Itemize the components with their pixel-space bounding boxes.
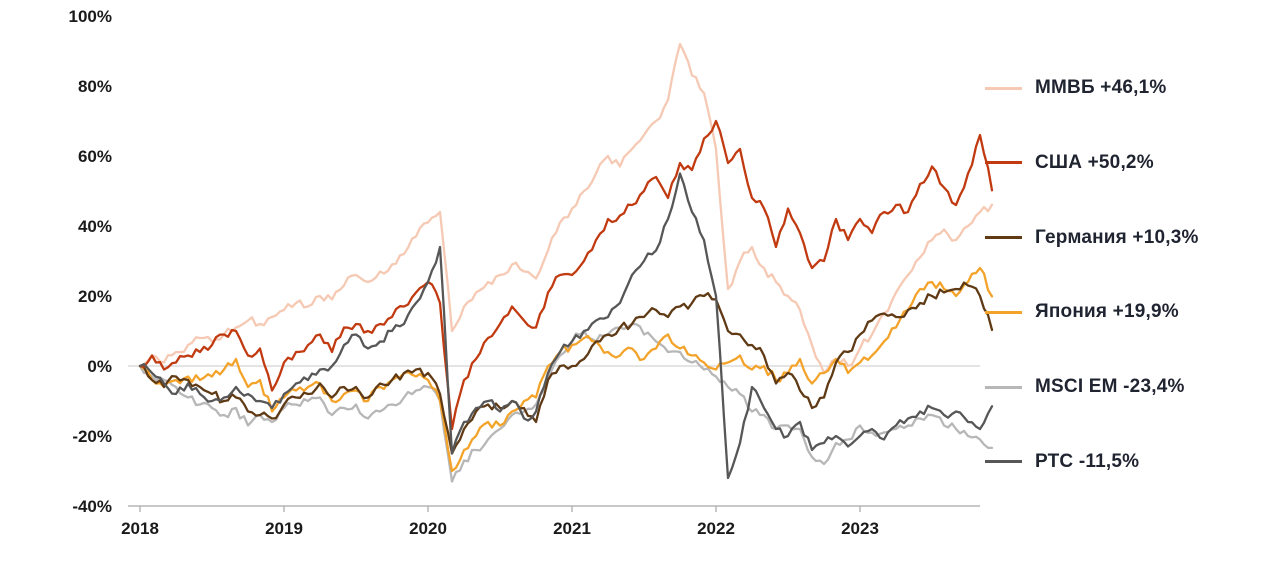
legend-item-6: РТС -11,5% <box>985 450 1199 474</box>
y-tick-label: 20% <box>78 287 112 306</box>
y-tick-label: 40% <box>78 217 112 236</box>
x-tick-label: 2022 <box>697 519 735 538</box>
y-tick-label: 100% <box>69 7 112 26</box>
y-tick-label: 80% <box>78 77 112 96</box>
legend: ММВБ +46,1% США +50,2% Германия +10,3% Япон… <box>985 76 1199 474</box>
legend-label: Германия +10,3% <box>1035 226 1199 248</box>
x-tick-label: 2020 <box>409 519 447 538</box>
legend-label: Япония +19,9% <box>1035 301 1179 323</box>
series-line-6 <box>138 172 994 480</box>
legend-swatch <box>985 86 1022 90</box>
series-line-1 <box>138 42 994 375</box>
legend-label: ММВБ +46,1% <box>1035 77 1167 98</box>
legend-item-5: MSCI EM -23,4% <box>985 375 1199 399</box>
legend-label: США +50,2% <box>1035 151 1154 173</box>
x-tick-label: 2018 <box>121 519 159 538</box>
series-line-4 <box>138 266 994 473</box>
legend-swatch <box>985 460 1022 464</box>
series-line-3 <box>138 281 994 455</box>
y-tick-label: 60% <box>78 147 112 166</box>
legend-swatch <box>985 161 1022 165</box>
y-tick-label: 0% <box>87 357 112 376</box>
legend-item-2: США +50,2% <box>985 151 1199 175</box>
legend-swatch <box>985 385 1022 389</box>
x-tick-label: 2021 <box>553 519 591 538</box>
legend-item-1: ММВБ +46,1% <box>985 76 1199 100</box>
y-tick-label: -20% <box>72 427 112 446</box>
legend-item-3: Германия +10,3% <box>985 226 1199 250</box>
legend-label: MSCI EM -23,4% <box>1035 376 1185 398</box>
series-line-2 <box>138 119 994 431</box>
legend-item-4: Япония +19,9% <box>985 300 1199 324</box>
legend-swatch <box>985 310 1022 314</box>
legend-label: РТС -11,5% <box>1035 450 1140 472</box>
legend-swatch <box>985 236 1022 240</box>
x-tick-label: 2019 <box>265 519 303 538</box>
x-tick-label: 2023 <box>841 519 879 538</box>
y-tick-label: -40% <box>72 497 112 516</box>
